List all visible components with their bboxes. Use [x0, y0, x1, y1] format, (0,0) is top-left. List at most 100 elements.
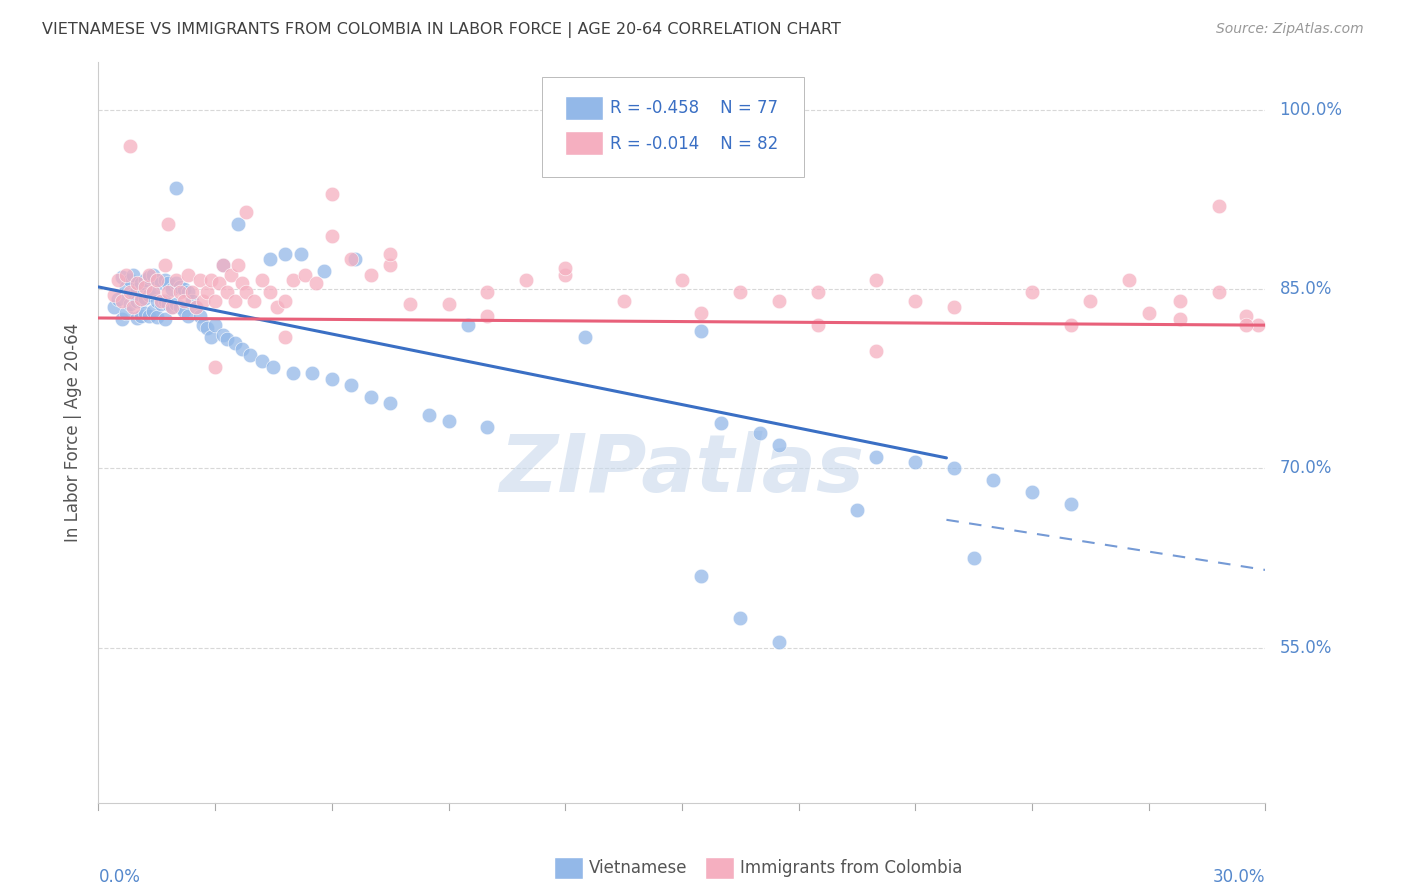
Point	[340, 252, 363, 267]
Point	[904, 294, 927, 309]
Y-axis label: In Labor Force | Age 20-64: In Labor Force | Age 20-64	[63, 323, 82, 542]
Point	[943, 461, 966, 475]
Point	[321, 186, 343, 201]
Point	[613, 294, 636, 309]
Point	[129, 294, 152, 309]
Point	[195, 320, 218, 334]
Text: 30.0%: 30.0%	[1213, 869, 1265, 887]
FancyBboxPatch shape	[565, 131, 603, 155]
Point	[1021, 485, 1043, 500]
Point	[165, 296, 187, 310]
Point	[153, 273, 176, 287]
Point	[259, 285, 281, 299]
Point	[690, 569, 713, 583]
Point	[344, 252, 367, 267]
Point	[138, 268, 160, 282]
Point	[169, 280, 191, 294]
Point	[574, 330, 596, 344]
Point	[250, 354, 273, 368]
Point	[274, 330, 297, 344]
Point	[224, 336, 246, 351]
Point	[212, 327, 235, 342]
Point	[340, 377, 363, 392]
Point	[477, 285, 499, 299]
Point	[1208, 199, 1230, 213]
Point	[215, 333, 238, 347]
Point	[153, 312, 176, 326]
Point	[157, 285, 180, 299]
Point	[321, 228, 343, 243]
Point	[107, 292, 129, 306]
Point	[250, 273, 273, 287]
Point	[111, 270, 134, 285]
Point	[748, 425, 770, 440]
Point	[180, 285, 202, 299]
Point	[457, 318, 479, 333]
Text: 0.0%: 0.0%	[98, 869, 141, 887]
Point	[274, 294, 297, 309]
Point	[129, 277, 152, 291]
Point	[281, 273, 304, 287]
Point	[157, 277, 180, 291]
Point	[146, 310, 169, 324]
Point	[239, 348, 262, 362]
Point	[122, 268, 145, 282]
Point	[554, 260, 576, 275]
Point	[305, 277, 328, 291]
Point	[134, 306, 156, 320]
Point	[235, 285, 257, 299]
Point	[228, 259, 250, 273]
Point	[380, 396, 402, 410]
FancyBboxPatch shape	[554, 857, 582, 879]
Point	[200, 330, 222, 344]
Point	[228, 217, 250, 231]
Point	[134, 291, 156, 305]
Point	[231, 277, 253, 291]
Point	[290, 246, 312, 260]
Point	[294, 268, 316, 282]
Point	[865, 273, 887, 287]
Point	[157, 296, 180, 310]
Point	[122, 300, 145, 314]
Text: R = -0.014    N = 82: R = -0.014 N = 82	[610, 135, 778, 153]
Point	[153, 259, 176, 273]
Point	[165, 277, 187, 291]
Point	[212, 259, 235, 273]
Point	[768, 437, 790, 451]
Point	[107, 273, 129, 287]
Point	[165, 273, 187, 287]
Point	[149, 296, 172, 310]
Point	[281, 366, 304, 380]
Point	[730, 285, 752, 299]
Point	[127, 294, 149, 309]
Point	[212, 259, 235, 273]
Point	[768, 294, 790, 309]
Point	[515, 273, 537, 287]
Point	[146, 273, 169, 287]
Point	[153, 294, 176, 309]
Point	[204, 318, 226, 333]
Point	[380, 259, 402, 273]
Point	[768, 634, 790, 648]
Point	[149, 294, 172, 309]
Point	[215, 285, 238, 299]
Point	[142, 303, 165, 318]
Point	[103, 288, 125, 302]
Point	[146, 273, 169, 287]
Point	[477, 419, 499, 434]
Point	[180, 294, 202, 309]
Point	[114, 306, 136, 320]
Point	[380, 246, 402, 260]
Text: VIETNAMESE VS IMMIGRANTS FROM COLOMBIA IN LABOR FORCE | AGE 20-64 CORRELATION CH: VIETNAMESE VS IMMIGRANTS FROM COLOMBIA I…	[42, 22, 841, 38]
Point	[169, 285, 191, 299]
Point	[114, 268, 136, 282]
Point	[807, 318, 830, 333]
Point	[149, 277, 172, 291]
Point	[690, 306, 713, 320]
Point	[195, 285, 218, 299]
Point	[162, 282, 184, 296]
Point	[266, 300, 288, 314]
Text: 100.0%: 100.0%	[1279, 101, 1343, 120]
Point	[138, 270, 160, 285]
Point	[127, 277, 149, 291]
